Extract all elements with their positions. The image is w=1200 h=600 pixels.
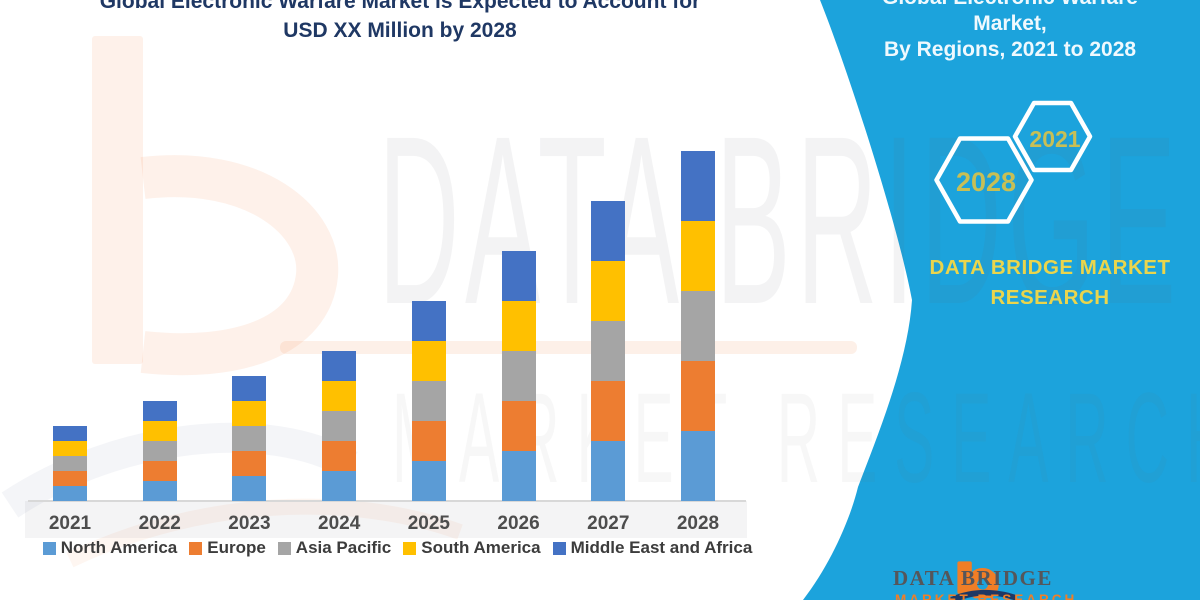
side-panel-title-line1: Global Electronic Warfare Market, [882,0,1138,35]
legend-swatch-asia-pacific [277,541,291,555]
footer-logo-name: DATA BRIDGE [893,566,1053,590]
legend-swatch-south-america [403,541,417,555]
chart-legend: North America Europe Asia Pacific South Ame… [30,538,765,558]
legend-swatch-north-america [42,541,56,555]
side-panel-title: Global Electronic Warfare Market, By Reg… [845,0,1175,63]
side-panel-title-line2: By Regions, 2021 to 2028 [883,38,1137,61]
legend-item-asia-pacific: Asia Pacific [277,538,392,558]
legend-swatch-europe [189,541,203,555]
x-axis-line [28,500,746,502]
legend-item-south-america: South America [403,538,541,558]
brand-name-line2: RESEARCH [990,286,1110,309]
legend-label-asia-pacific: Asia Pacific [295,538,392,557]
hexagon-label-2021: 2021 [1029,126,1081,152]
chart-title-line1: Global Electronic Warfare Market is Expe… [99,0,701,13]
footer-logo-b-icon [950,561,1017,600]
legend-item-north-america: North America [42,538,178,558]
hexagon-label-2028: 2028 [955,167,1017,197]
chart-title: Global Electronic Warfare Market is Expe… [30,0,770,45]
side-panel-brand-name: DATA BRIDGE MARKET RESEARCH [890,253,1200,313]
legend-item-europe: Europe [189,538,266,558]
hexagon-2021-icon [1012,100,1093,173]
legend-label-north-america: North America [60,538,178,557]
footer-logo-tagline: MARKET RESEARCH [895,592,1078,600]
hexagon-2028-icon [934,136,1034,224]
legend-label-europe: Europe [207,538,266,557]
legend-swatch-middle-east-and-africa [552,541,566,555]
legend-label-middle-east-and-africa: Middle East and Africa [570,538,753,557]
brand-name-line1: DATA BRIDGE MARKET [929,256,1171,279]
legend-label-south-america: South America [421,538,541,557]
plot-bottom-strip [25,501,747,538]
chart-title-line2: USD XX Million by 2028 [283,19,517,42]
legend-item-middle-east-and-africa: Middle East and Africa [552,538,753,558]
